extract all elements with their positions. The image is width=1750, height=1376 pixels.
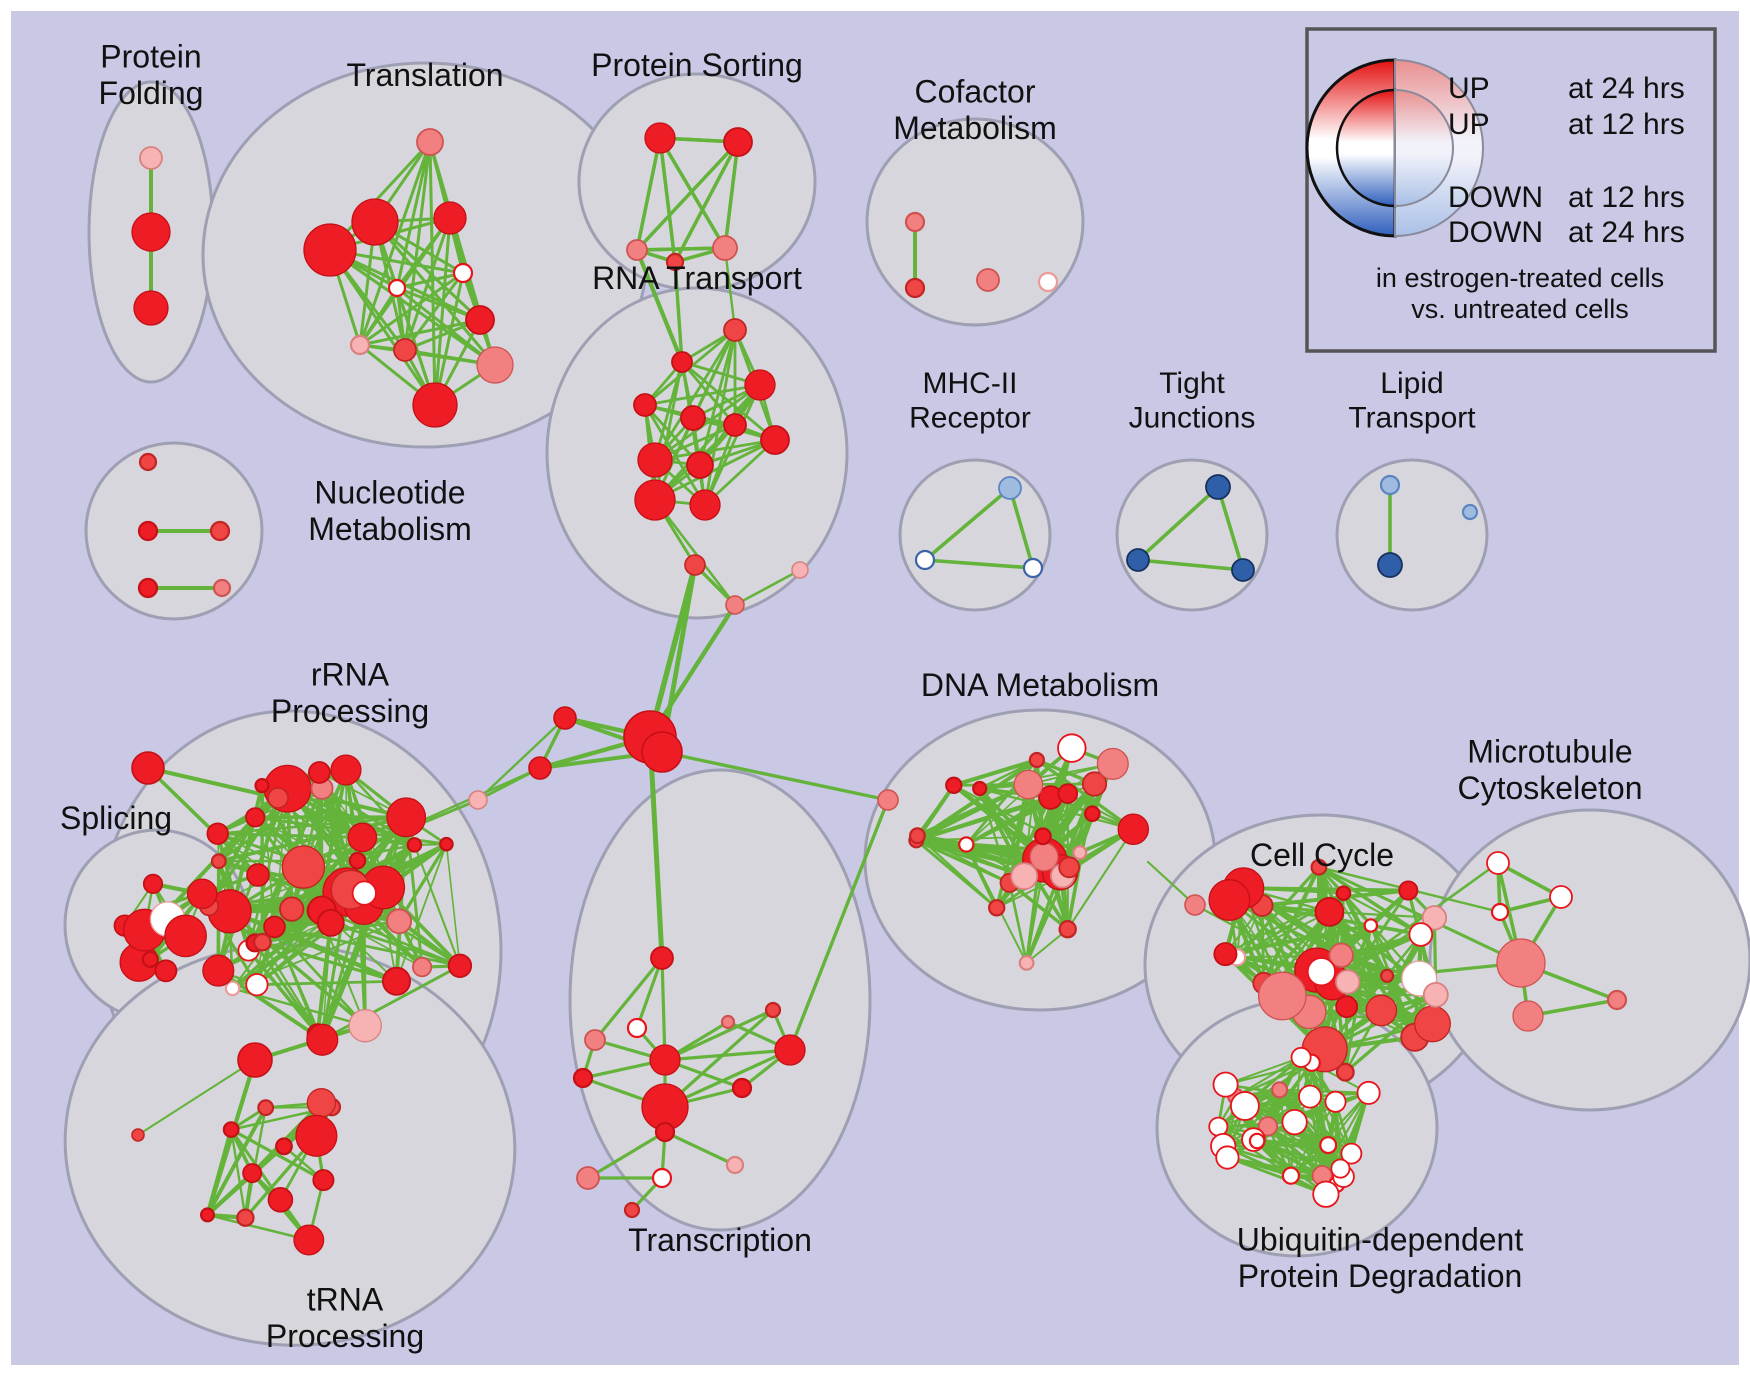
svg-text:Transport: Transport [1348,401,1476,434]
svg-text:Lipid: Lipid [1380,367,1443,400]
svg-text:Splicing: Splicing [60,800,172,836]
svg-text:MHC-II: MHC-II [923,367,1018,400]
svg-text:DOWN: DOWN [1448,216,1543,249]
svg-text:in estrogen-treated cells: in estrogen-treated cells [1376,263,1664,293]
svg-text:Protein Sorting: Protein Sorting [591,47,803,83]
svg-text:Metabolism: Metabolism [308,511,472,547]
svg-text:tRNA: tRNA [307,1282,384,1318]
svg-text:Receptor: Receptor [909,401,1031,434]
svg-text:DNA Metabolism: DNA Metabolism [921,667,1159,703]
svg-text:Tight: Tight [1159,367,1225,400]
svg-text:RNA Transport: RNA Transport [592,260,802,296]
svg-text:Microtubule: Microtubule [1467,734,1632,770]
svg-text:UP: UP [1448,72,1490,105]
svg-text:Transcription: Transcription [628,1222,812,1258]
svg-text:Metabolism: Metabolism [893,110,1057,146]
svg-text:Folding: Folding [99,75,204,111]
svg-text:Processing: Processing [266,1318,424,1354]
svg-text:Translation: Translation [346,57,503,93]
svg-text:at 24 hrs: at 24 hrs [1568,72,1685,105]
svg-text:vs. untreated cells: vs. untreated cells [1411,294,1629,324]
svg-text:Cell Cycle: Cell Cycle [1250,837,1394,873]
svg-text:at 12 hrs: at 12 hrs [1568,181,1685,214]
svg-text:at 12 hrs: at 12 hrs [1568,108,1685,141]
svg-text:at 24 hrs: at 24 hrs [1568,216,1685,249]
svg-text:Junctions: Junctions [1129,401,1256,434]
svg-text:rRNA: rRNA [311,657,390,693]
svg-text:Protein Degradation: Protein Degradation [1238,1258,1523,1294]
svg-text:Protein: Protein [100,39,201,75]
svg-text:Nucleotide: Nucleotide [314,475,465,511]
svg-text:Cofactor: Cofactor [915,74,1036,110]
svg-text:DOWN: DOWN [1448,181,1543,214]
svg-text:Cytoskeleton: Cytoskeleton [1458,770,1643,806]
svg-text:UP: UP [1448,108,1490,141]
svg-text:Processing: Processing [271,693,429,729]
svg-text:Ubiquitin-dependent: Ubiquitin-dependent [1237,1222,1524,1258]
